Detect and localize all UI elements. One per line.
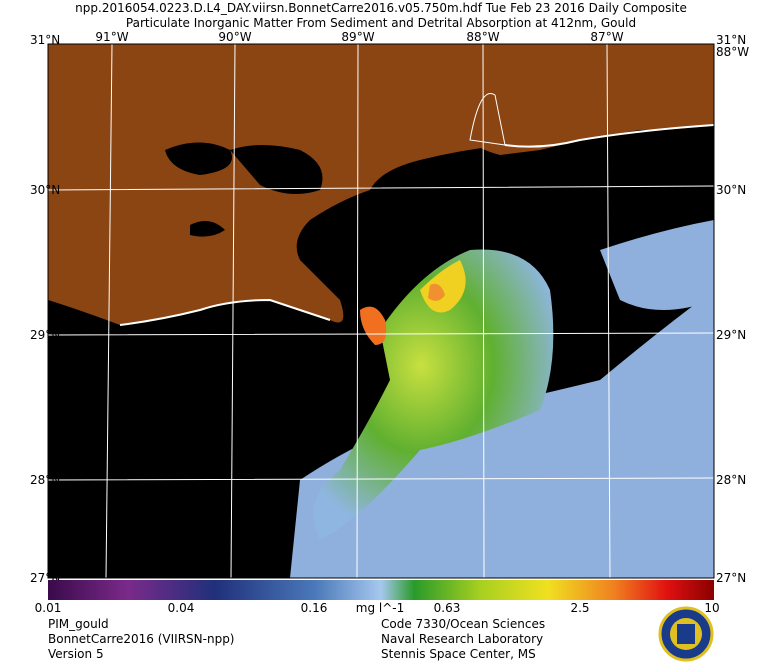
colorbar-tick-label: 2.5 xyxy=(570,601,589,615)
lon-labels: 91°W 90°W 89°W 88°W 87°W xyxy=(95,30,623,44)
colorbar-unit: mg l^-1 xyxy=(356,601,404,615)
map-image xyxy=(48,44,714,578)
footer-right: Stennis Space Center, MS xyxy=(381,647,536,661)
footer-left: PIM_gould xyxy=(48,617,109,631)
footer-right: Code 7330/Ocean Sciences xyxy=(381,617,545,631)
colorbar-labels: 0.01 0.04 0.16 mg l^-1 0.63 2.5 10 xyxy=(35,601,720,615)
lat-label: 31°N xyxy=(30,33,60,47)
title-line2: Particulate Inorganic Matter From Sedime… xyxy=(126,16,636,30)
title-line1: npp.2016054.0223.D.L4_DAY.viirsn.BonnetC… xyxy=(75,1,687,15)
colorbar-tick-label: 0.63 xyxy=(434,601,461,615)
colorbar-tick-label: 0.01 xyxy=(35,601,62,615)
lat-label: 30°N xyxy=(30,183,60,197)
lat-label: 29°N xyxy=(716,328,746,342)
map-frame xyxy=(47,43,715,579)
lon-label: 91°W xyxy=(95,30,128,44)
colorbar-tick-label: 0.04 xyxy=(168,601,195,615)
lat-label: 29°N xyxy=(30,328,60,342)
footer-right: Naval Research Laboratory xyxy=(381,632,543,646)
lon-label: 90°W xyxy=(218,30,251,44)
colorbar-tick-label: 0.16 xyxy=(301,601,328,615)
colorbar xyxy=(48,580,714,600)
footer-left: BonnetCarre2016 (VIIRSN-npp) xyxy=(48,632,235,646)
colorbar-tick-label: 10 xyxy=(704,601,719,615)
lon-label: 88°W xyxy=(466,30,499,44)
lat-label: 31°N xyxy=(716,33,746,47)
lat-label: 30°N xyxy=(716,183,746,197)
lat-label: 28°N xyxy=(30,473,60,487)
lat-label: 28°N xyxy=(716,473,746,487)
nrl-logo xyxy=(658,606,714,662)
lat-label: 27°N xyxy=(716,571,746,585)
lon-label: 89°W xyxy=(341,30,374,44)
footer-left: Version 5 xyxy=(48,647,104,661)
corner-label: 88°W xyxy=(716,45,749,59)
lon-label: 87°W xyxy=(590,30,623,44)
